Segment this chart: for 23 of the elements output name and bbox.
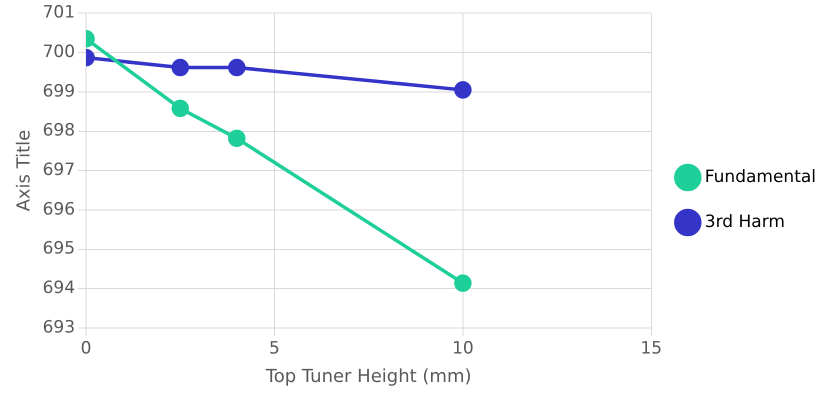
y-tick-label: 695 [42, 238, 76, 259]
y-tick-label: 701 [42, 2, 76, 23]
x-axis-title: Top Tuner Height (mm) [264, 366, 472, 387]
y-tick-label: 699 [42, 81, 76, 102]
x-tick-label: 15 [640, 338, 662, 359]
x-tick-label: 5 [269, 338, 280, 359]
point [454, 274, 472, 292]
point [228, 58, 246, 76]
y-tick-label: 693 [42, 317, 76, 338]
point [172, 58, 190, 76]
point [454, 81, 472, 99]
point [172, 100, 190, 118]
legend-label: 3rd Harm [704, 212, 785, 232]
legend-label: Fundamental [704, 166, 816, 187]
y-tick-label: 696 [42, 199, 76, 220]
y-axis-title: Axis Title [13, 130, 34, 212]
x-tick-label: 0 [80, 338, 92, 359]
point [228, 130, 246, 148]
y-tick-label: 694 [42, 278, 76, 298]
x-tick-label: 10 [452, 338, 474, 359]
y-tick-label: 697 [42, 160, 76, 180]
y-tick-label: 698 [42, 120, 76, 141]
y-tick-label: 700 [42, 42, 76, 62]
